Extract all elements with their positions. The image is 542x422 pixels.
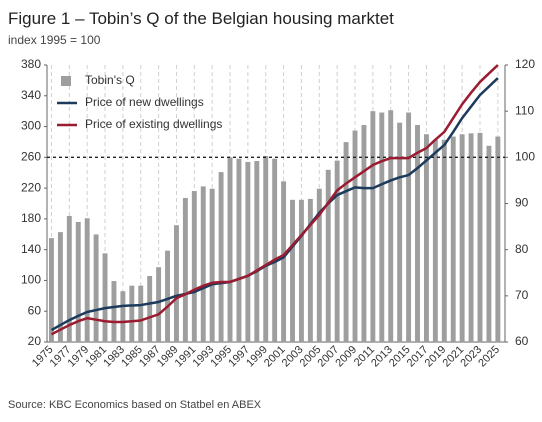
y2-tick-label: 90 <box>515 196 529 210</box>
bar <box>49 238 54 342</box>
bar <box>254 161 260 342</box>
legend-label: Tobin's Q <box>85 73 135 87</box>
y2-tick-label: 70 <box>515 288 529 302</box>
bar <box>397 122 403 342</box>
x-tick-label: 2025 <box>476 344 502 370</box>
y-tick-label: 180 <box>21 211 41 225</box>
y-tick-label: 340 <box>21 88 41 102</box>
bar <box>66 215 72 342</box>
bar <box>263 155 269 342</box>
y-tick-label: 260 <box>21 150 41 164</box>
bar <box>343 142 349 342</box>
bar <box>450 136 456 342</box>
y2-tick-label: 120 <box>515 57 535 71</box>
bar <box>156 267 162 342</box>
y2-tick-label: 110 <box>515 103 534 117</box>
bar <box>120 291 126 342</box>
bar <box>352 130 358 342</box>
bar <box>191 191 197 342</box>
bar <box>102 253 108 342</box>
bar <box>495 136 501 342</box>
y2-tick-label: 80 <box>515 242 529 256</box>
y2-tick-label: 100 <box>515 150 535 164</box>
chart-subtitle: index 1995 = 100 <box>8 33 101 47</box>
line <box>50 64 499 336</box>
y-tick-label: 220 <box>21 180 41 194</box>
bar <box>111 281 117 342</box>
y-tick-label: 60 <box>28 303 42 317</box>
bar <box>147 275 153 342</box>
bar <box>298 199 304 342</box>
bar <box>432 139 438 342</box>
bar <box>441 139 447 342</box>
bar <box>281 181 287 342</box>
bar <box>290 199 295 342</box>
bar <box>415 125 420 343</box>
bar <box>165 250 170 342</box>
bar <box>75 221 81 342</box>
bar <box>200 186 206 342</box>
bar <box>486 145 492 342</box>
y-tick-label: 380 <box>21 57 41 71</box>
bar <box>379 112 385 342</box>
line <box>50 77 499 332</box>
bar <box>307 198 313 342</box>
bar <box>370 111 376 343</box>
bar <box>209 188 215 342</box>
bar <box>57 232 63 342</box>
bar <box>325 169 331 342</box>
bar <box>272 158 278 342</box>
bar <box>182 197 188 342</box>
bar <box>334 160 340 342</box>
bar <box>245 161 251 342</box>
bar <box>218 172 224 342</box>
bar <box>459 134 465 342</box>
bar <box>236 158 242 342</box>
y2-tick-label: 60 <box>515 334 529 348</box>
bar <box>388 110 394 342</box>
bar <box>316 188 322 342</box>
legend-label: Price of new dwellings <box>85 95 204 109</box>
y-tick-label: 300 <box>21 119 41 133</box>
bar <box>84 218 90 342</box>
y-tick-label: 20 <box>28 334 42 348</box>
bar <box>423 134 429 342</box>
bar <box>173 225 179 342</box>
legend-label: Price of existing dwellings <box>85 117 222 131</box>
source: Source: KBC Economics based on Statbel e… <box>8 399 262 411</box>
y-tick-label: 100 <box>21 273 41 287</box>
chart-title: Figure 1 – Tobin’s Q of the Belgian hous… <box>8 9 394 28</box>
bar <box>468 133 474 342</box>
y-tick-label: 140 <box>21 242 41 256</box>
legend-swatch <box>61 76 71 86</box>
bar <box>477 132 483 342</box>
bar <box>361 125 367 343</box>
bar <box>227 157 233 342</box>
bar <box>138 285 144 342</box>
bar <box>93 234 99 342</box>
bar <box>406 112 412 342</box>
bar <box>129 285 135 342</box>
